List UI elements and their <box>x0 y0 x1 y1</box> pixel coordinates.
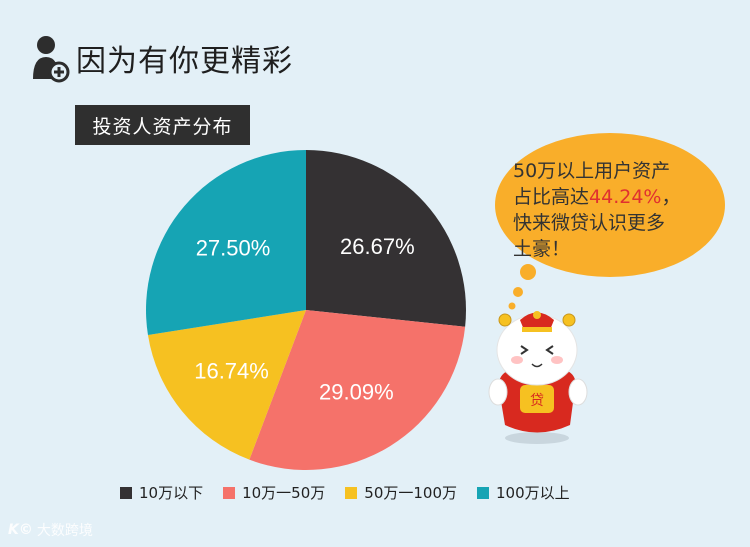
pie-slice-1 <box>306 150 466 327</box>
legend-label: 10万一50万 <box>242 484 326 502</box>
legend-item: 10万一50万 <box>223 482 325 503</box>
pie-slice-label-1: 26.67% <box>340 234 415 259</box>
bubble-line-4: 土豪！ <box>513 238 571 260</box>
pie-slices <box>145 150 466 470</box>
chart-legend: 10万以下 10万一50万 50万一100万 100万以上 <box>120 482 590 503</box>
watermark-logo: K© <box>8 522 33 538</box>
legend-swatch <box>120 486 132 499</box>
legend-label: 10万以下 <box>139 484 204 502</box>
pie-slice-label-2: 29.09% <box>319 380 394 405</box>
bubble-line-3: 快来微贷认识更多 <box>513 212 666 234</box>
page-title: 因为有你更精彩 <box>76 44 293 79</box>
pie-slice-label-3: 16.74% <box>194 359 269 384</box>
legend-swatch <box>477 486 489 499</box>
legend-label: 50万一100万 <box>364 484 457 502</box>
highlight-percentage: 44.24% <box>589 186 662 208</box>
legend-swatch <box>345 486 358 499</box>
speech-bubble <box>495 133 725 310</box>
bubble-line-1: 50万以上用户资产 <box>513 160 671 182</box>
pie-slice-label-4: 27.50% <box>196 236 271 261</box>
page-header: 因为有你更精彩 <box>30 28 293 88</box>
legend-item: 50万一100万 <box>345 482 457 503</box>
legend-label: 100万以上 <box>496 484 570 502</box>
mascot-badge: 贷 <box>530 393 544 409</box>
watermark-text: 大数跨境 <box>36 523 93 539</box>
pie-labels: 26.67% 29.09% 16.74% 27.50% <box>194 234 414 405</box>
pie-slice-3 <box>147 310 306 460</box>
user-plus-icon <box>33 36 70 83</box>
legend-item: 100万以上 <box>477 482 570 503</box>
bubble-line-2: 占比高达44.24%， <box>513 186 681 208</box>
chart-title: 投资人资产分布 <box>75 105 250 145</box>
pie-slice-4 <box>145 150 306 336</box>
legend-item: 10万以下 <box>120 482 203 503</box>
watermark: K© 大数跨境 <box>8 520 93 540</box>
legend-swatch <box>223 486 236 499</box>
pie-slice-2 <box>249 310 466 470</box>
speech-bubble-text: 50万以上用户资产 占比高达44.24%， 快来微贷认识更多 土豪！ <box>513 158 718 262</box>
